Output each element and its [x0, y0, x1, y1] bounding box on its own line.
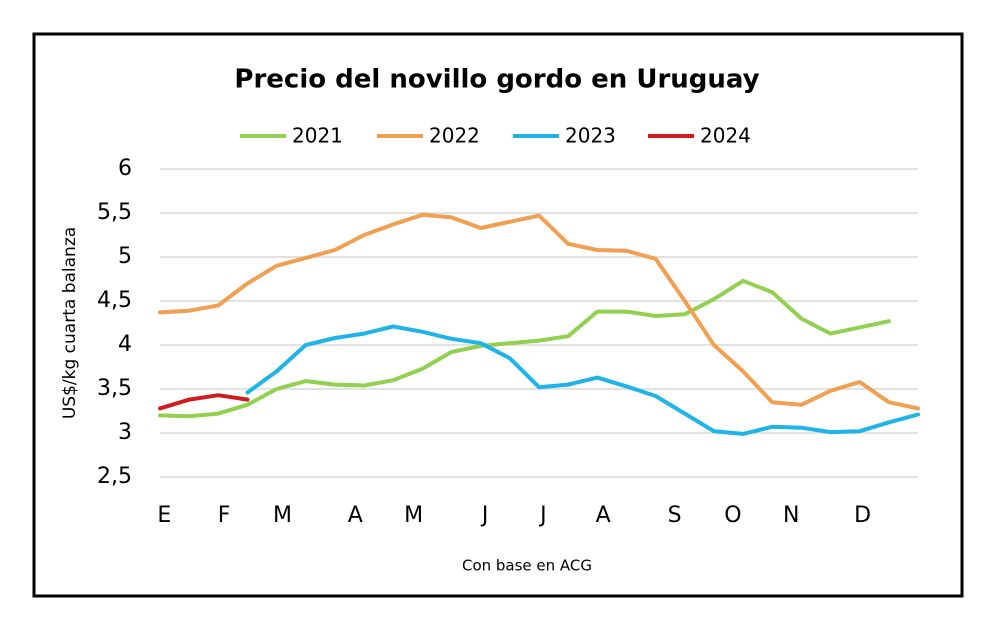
legend-label: 2024	[700, 124, 751, 148]
x-tick-label: S	[668, 503, 682, 528]
x-tick-label: E	[157, 503, 171, 528]
x-tick-label: J	[538, 503, 547, 528]
y-tick-label: 3,5	[97, 376, 132, 401]
x-tick-label: M	[404, 503, 423, 528]
series-line	[158, 278, 891, 419]
y-tick-label: 2,5	[97, 464, 132, 489]
series-line	[245, 324, 920, 436]
frame	[32, 32, 964, 598]
y-tick-label: 6	[118, 156, 132, 181]
series-line	[158, 212, 920, 411]
chart-title: Precio del novillo gordo en Uruguay	[234, 65, 759, 95]
y-tick-label: 5,5	[97, 200, 132, 225]
x-tick-label: J	[480, 503, 489, 528]
note: Con base en ACG	[462, 557, 592, 575]
y-tick-label: 4,5	[97, 288, 132, 313]
x-tick-label: F	[218, 503, 231, 528]
y-tick-label: 5	[118, 244, 132, 269]
legend-label: 2023	[565, 124, 616, 148]
x-tick-label: A	[596, 503, 611, 528]
legend-label: 2021	[292, 124, 343, 148]
x-tick-label: A	[348, 503, 363, 528]
x-tick-label: N	[783, 503, 799, 528]
y-axis-label: US$/kg cuarta balanza	[60, 227, 80, 419]
y-tick-label: 3	[118, 420, 132, 445]
x-tick-label: D	[854, 503, 871, 528]
x-tick-label: O	[724, 503, 741, 528]
series-line	[158, 393, 250, 411]
legend-label: 2022	[429, 124, 480, 148]
x-tick-label: M	[273, 503, 292, 528]
y-tick-label: 4	[118, 332, 132, 357]
